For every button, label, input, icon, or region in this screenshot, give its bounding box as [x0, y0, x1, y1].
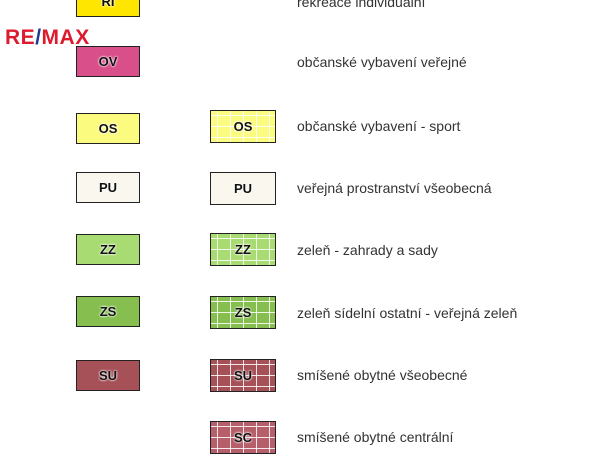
legend-swatch-pu-plain: PU	[210, 172, 276, 205]
legend-swatch-pu: PU	[76, 172, 140, 203]
legend-label-pu: veřejná prostranství všeobecná	[297, 180, 492, 196]
legend-label-sc: smíšené obytné centrální	[297, 429, 454, 445]
legend-label-zs: zeleň sídelní ostatní - veřejná zeleň	[297, 305, 518, 321]
legend-swatch-os-hatched: OS	[210, 110, 276, 143]
legend-swatch-zz: ZZ	[76, 234, 140, 265]
legend-label-os: občanské vybavení - sport	[297, 118, 461, 134]
legend-swatch-zz-hatched: ZZ	[210, 233, 276, 266]
legend-swatch-sc-hatched: SC	[210, 421, 276, 454]
legend-swatch-zs: ZS	[76, 296, 140, 327]
legend-swatch-ov: OV	[76, 46, 140, 77]
remax-logo: RE/MAX	[5, 26, 90, 49]
legend-swatch-ri: RI	[76, 0, 140, 17]
legend-label-su: smíšené obytné všeobecné	[297, 367, 468, 383]
legend-label-zz: zeleň - zahrady a sady	[297, 242, 438, 258]
legend-label-ov: občanské vybavení veřejné	[297, 54, 467, 70]
legend-swatch-su-hatched: SU	[210, 359, 276, 392]
legend-swatch-zs-hatched: ZS	[210, 296, 276, 329]
legend-swatch-su: SU	[76, 360, 140, 391]
legend-label-ri: rekreace individuální	[297, 0, 426, 10]
legend-swatch-os: OS	[76, 113, 140, 144]
